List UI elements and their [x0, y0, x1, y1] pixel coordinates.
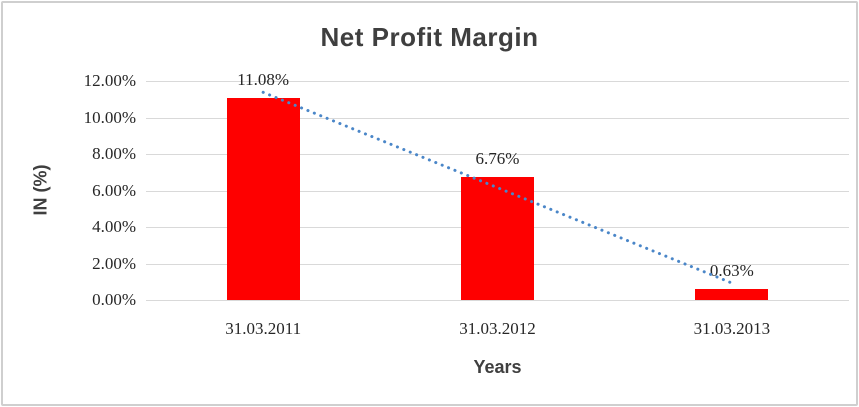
x-category-label: 31.03.2012 — [459, 319, 536, 338]
gridline — [146, 300, 849, 301]
x-axis-title: Years — [473, 357, 522, 377]
y-tick-label: 4.00% — [92, 217, 136, 236]
data-label: 11.08% — [237, 69, 290, 89]
x-category-label: 31.03.2013 — [693, 319, 771, 338]
y-tick-label: 10.00% — [83, 107, 136, 127]
y-tick-label: 12.00% — [83, 71, 136, 90]
y-tick-label: 8.00% — [92, 144, 136, 163]
bar-31.03.2012 — [461, 176, 534, 300]
y-tick-label: 6.00% — [92, 180, 136, 200]
gridline — [146, 117, 849, 119]
y-tick-label: 2.00% — [92, 253, 136, 273]
gridline — [146, 81, 849, 82]
gridline — [146, 154, 849, 155]
y-tick-label: 0.00% — [92, 290, 136, 309]
data-label: 0.63% — [709, 260, 754, 280]
data-label: 6.76% — [475, 148, 520, 168]
bar-31.03.2013 — [695, 288, 769, 300]
plot-area: 11.08% 6.76% 0.63% — [146, 70, 849, 301]
bar-31.03.2011 — [226, 97, 300, 300]
x-category-label: 31.03.2011 — [225, 319, 302, 338]
chart-title: Net Profit Margin — [320, 22, 539, 52]
trendline-path — [261, 90, 734, 285]
trendline — [261, 90, 734, 285]
